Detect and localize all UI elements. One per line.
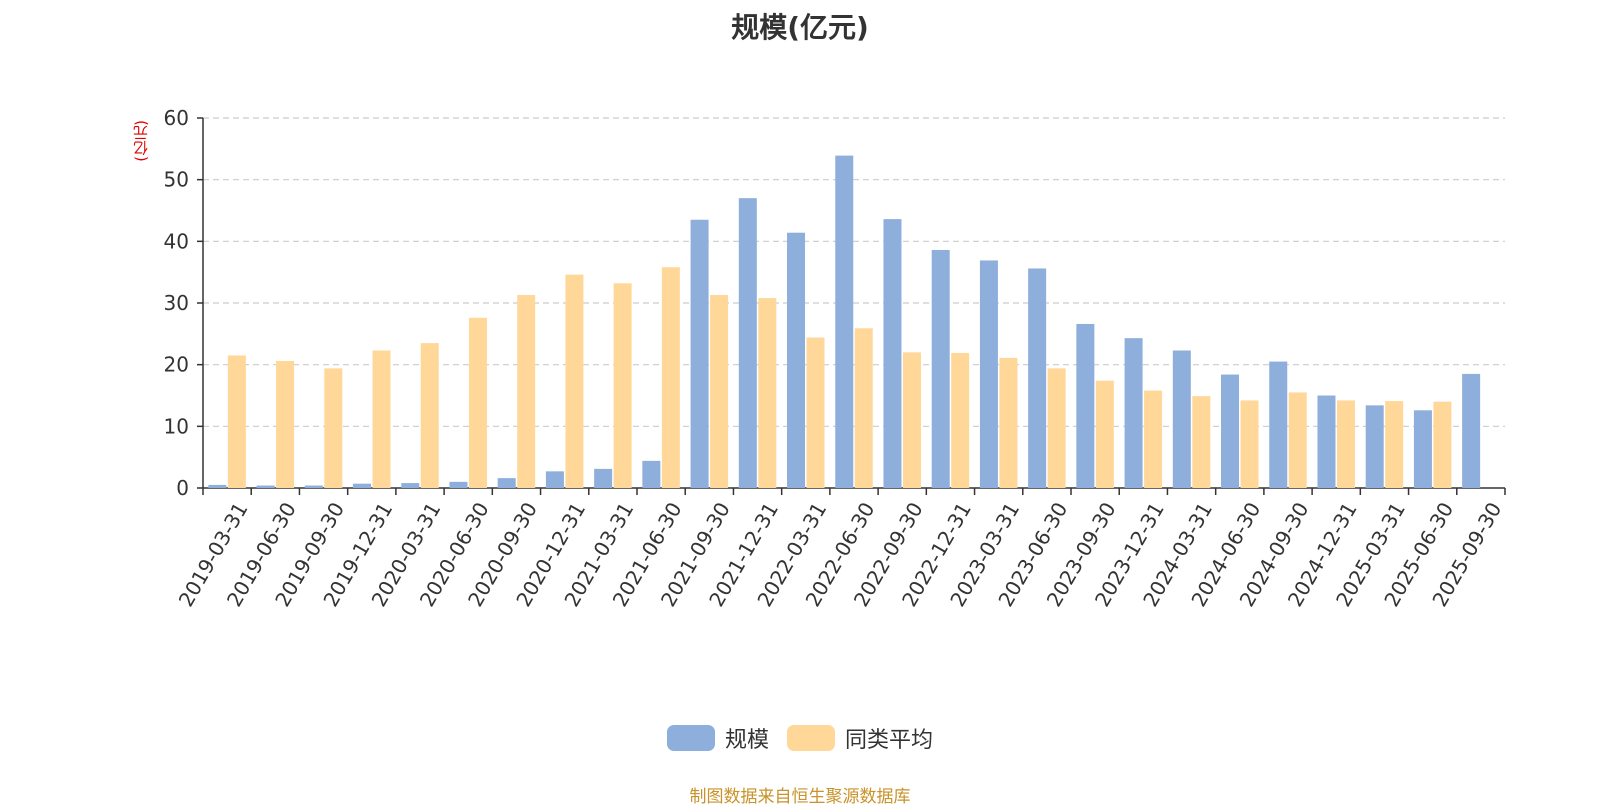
data-source-note: 制图数据来自恒生聚源数据库 [689, 787, 911, 807]
legend-swatch-scale [666, 725, 715, 751]
bar-peer-avg [1433, 401, 1452, 488]
bar-scale [497, 478, 516, 488]
bar-scale [1076, 323, 1095, 488]
bar-scale [449, 481, 468, 488]
bar-peer-avg [661, 267, 680, 488]
legend-swatch-peer-avg [787, 725, 835, 751]
bar-peer-avg [1240, 400, 1259, 488]
bar-scale [1317, 395, 1336, 488]
bar-peer-avg [1385, 401, 1404, 488]
y-tick-label: 0 [176, 476, 189, 500]
bar-scale [1221, 374, 1240, 488]
bar-peer-avg [951, 352, 970, 488]
bar-scale [931, 249, 950, 488]
legend-item-peer-avg[interactable]: 同类平均 [787, 722, 933, 754]
legend: 规模 同类平均 [0, 722, 1600, 754]
bar-scale [1365, 405, 1384, 488]
bar-peer-avg [1336, 400, 1355, 488]
bar-scale [1124, 338, 1143, 488]
bar-peer-avg [372, 350, 391, 488]
legend-label-peer-avg: 同类平均 [845, 728, 934, 753]
bar-scale [979, 260, 998, 488]
bar-scale [1269, 361, 1288, 488]
bar-peer-avg [806, 337, 825, 488]
bar-peer-avg [1095, 380, 1114, 488]
bar-peer-avg [710, 294, 729, 488]
bar-peer-avg [276, 360, 295, 488]
legend-item-scale[interactable]: 规模 [666, 722, 769, 754]
bar-peer-avg [565, 274, 584, 488]
bar-scale [1413, 410, 1432, 488]
bar-peer-avg [324, 368, 343, 488]
bar-scale [787, 232, 806, 488]
bar-scale [835, 155, 854, 488]
bar-scale [594, 468, 613, 488]
bar-peer-avg [468, 317, 487, 488]
y-tick-label: 60 [164, 106, 189, 130]
bar-peer-avg [902, 352, 921, 488]
bar-peer-avg [1288, 392, 1307, 488]
bar-peer-avg [227, 355, 246, 488]
bar-peer-avg [613, 283, 632, 488]
bar-scale [1028, 268, 1047, 488]
y-tick-label: 40 [164, 229, 189, 253]
bar-peer-avg [854, 328, 873, 488]
bar-peer-avg [1192, 396, 1211, 488]
bar-scale [690, 219, 709, 488]
y-tick-label: 30 [164, 291, 189, 315]
y-tick-label: 50 [164, 168, 189, 192]
bar-scale [304, 485, 323, 488]
bar-scale [1462, 373, 1481, 488]
bar-scale [256, 485, 275, 488]
bar-scale [401, 483, 420, 488]
bar-scale [1172, 350, 1191, 488]
y-tick-label: 20 [164, 353, 189, 377]
bar-scale [208, 484, 227, 488]
bar-peer-avg [420, 343, 439, 488]
bar-scale [642, 460, 661, 488]
y-tick-label: 10 [164, 414, 189, 438]
bar-scale [738, 198, 757, 488]
chart-title: 规模(亿元) [731, 11, 869, 44]
bar-peer-avg [517, 294, 536, 488]
legend-label-scale: 规模 [724, 728, 769, 753]
bar-scale [545, 471, 564, 488]
bar-peer-avg [1144, 390, 1163, 488]
bar-scale [353, 483, 372, 488]
bar-peer-avg [758, 298, 777, 488]
bar-peer-avg [999, 357, 1018, 488]
bar-peer-avg [1047, 368, 1066, 488]
bar-scale [883, 219, 902, 488]
